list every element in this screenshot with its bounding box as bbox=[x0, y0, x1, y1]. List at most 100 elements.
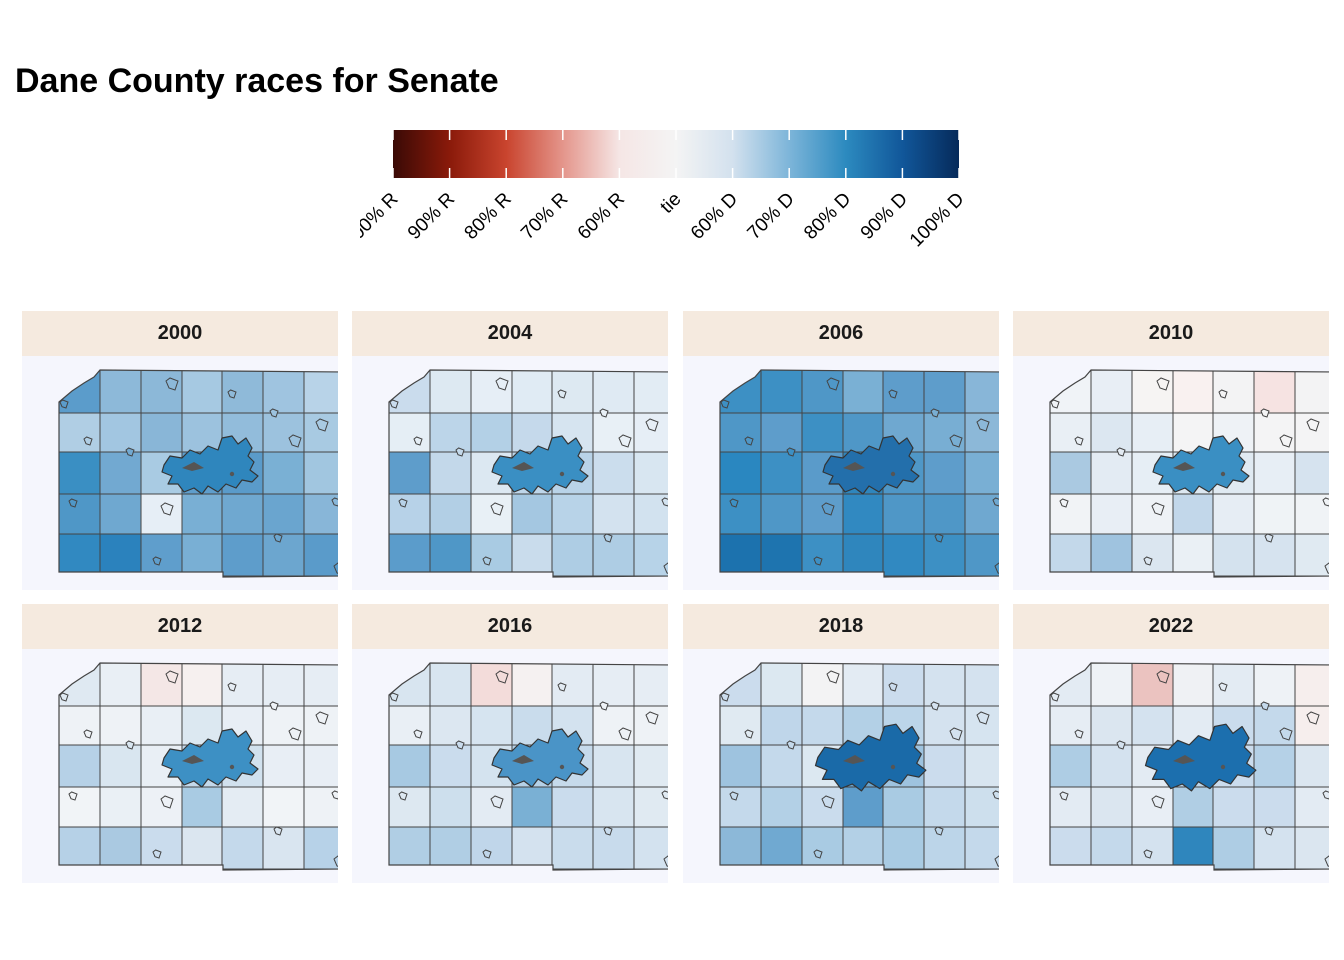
village-boundary bbox=[1322, 497, 1329, 507]
municipality-tile bbox=[720, 493, 762, 535]
municipality-tile bbox=[720, 744, 762, 788]
municipality-tile bbox=[1131, 412, 1174, 453]
municipality-tile bbox=[633, 663, 668, 707]
municipality-tile bbox=[633, 533, 668, 577]
panel-year-label: 2012 bbox=[22, 604, 338, 649]
municipality-tile bbox=[59, 744, 101, 788]
village-boundary bbox=[645, 711, 659, 725]
village-boundary bbox=[1306, 418, 1320, 432]
municipality-tile bbox=[511, 370, 553, 414]
municipality-tile bbox=[59, 451, 101, 495]
municipality-tile bbox=[262, 826, 305, 870]
municipality-tile bbox=[262, 663, 305, 707]
county-outline bbox=[58, 369, 338, 578]
legend-label: 70% R bbox=[517, 189, 572, 244]
village-boundary bbox=[1264, 826, 1274, 836]
municipality-tile bbox=[592, 493, 635, 535]
legend-label: 60% D bbox=[687, 189, 742, 244]
municipality-tile bbox=[262, 533, 305, 577]
municipality-tile bbox=[801, 533, 844, 577]
village-boundary bbox=[333, 855, 338, 869]
municipality-tile bbox=[429, 786, 472, 828]
municipality-tile bbox=[262, 493, 305, 535]
village-boundary bbox=[930, 408, 940, 418]
municipality-tile bbox=[882, 786, 925, 828]
village-boundary bbox=[744, 436, 754, 446]
municipality-tile bbox=[1294, 370, 1329, 414]
municipality-tile bbox=[1294, 744, 1329, 788]
village-boundary bbox=[59, 399, 69, 409]
village-boundary bbox=[152, 849, 162, 859]
municipality-tile bbox=[303, 663, 338, 707]
madison-metro-area bbox=[491, 728, 589, 788]
municipality-tile bbox=[923, 370, 966, 414]
village-boundary bbox=[603, 826, 613, 836]
municipality-tile bbox=[1131, 786, 1174, 828]
madison-metro-area bbox=[1152, 435, 1250, 495]
county-outline bbox=[388, 662, 668, 871]
municipality-tile bbox=[511, 493, 553, 535]
municipality-tile bbox=[760, 493, 803, 535]
legend-label: 90% R bbox=[404, 189, 459, 244]
village-boundary bbox=[557, 389, 567, 399]
panel-year-label: 2006 bbox=[683, 311, 999, 356]
municipality-tile bbox=[923, 826, 966, 870]
village-boundary bbox=[821, 795, 835, 809]
municipality-tile bbox=[633, 451, 668, 495]
municipality-tile bbox=[1253, 451, 1296, 495]
municipality-tile bbox=[551, 786, 594, 828]
map-panel-2010: 2010 bbox=[1013, 311, 1329, 590]
village-boundary bbox=[1322, 790, 1329, 800]
municipality-tile bbox=[964, 663, 999, 707]
municipality-tile bbox=[964, 370, 999, 414]
legend-label: 100% D bbox=[906, 189, 969, 252]
municipality-tile bbox=[511, 663, 553, 707]
village-boundary bbox=[59, 692, 69, 702]
county-outline bbox=[388, 369, 668, 578]
municipality-tile bbox=[842, 493, 884, 535]
municipality-tile bbox=[470, 786, 513, 828]
village-boundary bbox=[1218, 682, 1228, 692]
municipality-tile bbox=[470, 663, 513, 707]
village-boundary bbox=[455, 447, 465, 457]
village-boundary bbox=[1074, 729, 1084, 739]
municipality-tile bbox=[633, 826, 668, 870]
municipality-tile bbox=[140, 370, 183, 414]
panel-year-label: 2004 bbox=[352, 311, 668, 356]
municipality-tile bbox=[1212, 786, 1255, 828]
village-boundary bbox=[83, 729, 93, 739]
village-boundary bbox=[661, 790, 668, 800]
village-boundary bbox=[1324, 855, 1329, 869]
municipality-tile bbox=[99, 412, 142, 453]
legend-label: 80% R bbox=[461, 189, 516, 244]
map-panel-2016: 2016 bbox=[352, 604, 668, 883]
municipality-tile bbox=[720, 412, 762, 453]
municipality-tile bbox=[720, 826, 762, 870]
village-boundary bbox=[992, 790, 999, 800]
panel-year-label: 2000 bbox=[22, 311, 338, 356]
municipality-tile bbox=[923, 744, 966, 788]
village-boundary bbox=[288, 727, 302, 741]
municipality-tile bbox=[633, 370, 668, 414]
village-boundary bbox=[1260, 701, 1270, 711]
municipality-tile bbox=[181, 370, 223, 414]
county-map bbox=[22, 356, 338, 590]
village-boundary bbox=[976, 711, 990, 725]
village-boundary bbox=[599, 701, 609, 711]
municipality-tile bbox=[1050, 533, 1092, 577]
legend-label: 90% D bbox=[857, 189, 912, 244]
municipality-tile bbox=[1131, 826, 1174, 870]
municipality-tile bbox=[1050, 786, 1092, 828]
lake-shape bbox=[1173, 462, 1195, 471]
municipality-tile bbox=[1090, 451, 1133, 495]
municipality-tile bbox=[221, 786, 264, 828]
municipality-tile bbox=[1090, 826, 1133, 870]
municipality-tile bbox=[842, 826, 884, 870]
municipality-tile bbox=[923, 451, 966, 495]
lake-shape bbox=[182, 462, 204, 471]
municipality-tile bbox=[511, 705, 553, 746]
village-boundary bbox=[165, 377, 179, 391]
municipality-tile bbox=[842, 370, 884, 414]
county-map bbox=[352, 356, 668, 590]
municipality-tile bbox=[429, 451, 472, 495]
